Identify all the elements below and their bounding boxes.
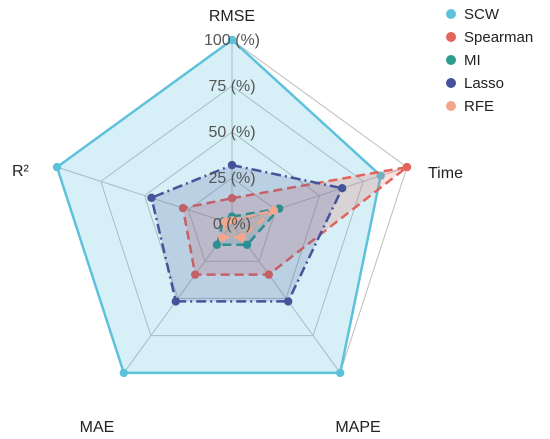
tick-label-50: 50 (%) (208, 124, 255, 141)
axis-label-mape: MAPE (335, 419, 380, 436)
legend-label-rfe: RFE (464, 98, 494, 115)
series-area-scw (55, 38, 382, 375)
series-rfe (218, 206, 279, 242)
point-rfe-rmse (227, 216, 237, 225)
tick-label-75: 75 (%) (208, 78, 255, 95)
legend-swatch-lasso (446, 78, 456, 88)
legend-item-scw: SCW (446, 6, 500, 23)
legend-swatch-rfe (446, 101, 456, 111)
point-spearman-rmse (227, 194, 237, 203)
legend-label-mi: MI (464, 52, 481, 69)
point-lasso-rmse (227, 160, 237, 170)
legend-swatch-mi (446, 55, 456, 65)
point-rfe-mape (237, 233, 246, 242)
point-scw-mape (336, 368, 345, 378)
tick-label-100: 100 (%) (204, 32, 260, 49)
point-lasso-r (147, 193, 156, 202)
point-spearman-mape (264, 270, 273, 279)
point-rfe-time (269, 206, 279, 215)
point-mi-mape (242, 240, 252, 249)
point-spearman-time (402, 162, 412, 172)
legend-swatch-spearman (446, 32, 456, 42)
legend-label-spearman: Spearman (464, 29, 533, 46)
point-lasso-time (338, 184, 347, 193)
series-spearman (178, 162, 412, 279)
legend-item-lasso: Lasso (446, 75, 504, 92)
point-spearman-r (178, 203, 188, 213)
legend-swatch-scw (446, 9, 456, 19)
legend-label-lasso: Lasso (464, 75, 504, 92)
axis-label-mae: MAE (80, 419, 115, 436)
legend-label-scw: SCW (464, 6, 500, 23)
point-spearman-mae (191, 270, 200, 279)
series-scw (52, 35, 385, 378)
point-lasso-mae (171, 297, 180, 306)
series-area-rfe (221, 209, 276, 239)
spoke-r (56, 166, 233, 225)
point-mi-mae (212, 240, 222, 249)
axis-labels: RMSE Time MAPE MAE R² (12, 8, 463, 436)
point-scw-rmse (227, 35, 237, 45)
series-area-spearman (181, 165, 409, 276)
point-rfe-r (220, 217, 230, 226)
tick-label-0: 0 (%) (213, 216, 251, 233)
legend-item-rfe: RFE (446, 98, 494, 115)
tick-label-25: 25 (%) (208, 170, 255, 187)
point-scw-r (52, 162, 62, 172)
legend: SCW Spearman MI Lasso RFE (446, 6, 533, 115)
point-lasso-mape (284, 297, 293, 306)
axis-label-r: R² (12, 163, 30, 180)
point-scw-time (376, 171, 385, 180)
grid-ring-75 (100, 85, 364, 337)
point-scw-mae (119, 368, 128, 378)
point-rfe-mae (218, 233, 227, 242)
axis-label-rmse: RMSE (209, 8, 255, 25)
radial-tick-labels: 0 (%) 25 (%) 50 (%) 75 (%) 100 (%) (204, 32, 260, 233)
legend-item-spearman: Spearman (446, 29, 533, 46)
radar-series (52, 35, 412, 378)
legend-item-mi: MI (446, 52, 481, 69)
axis-label-time: Time (428, 165, 463, 182)
